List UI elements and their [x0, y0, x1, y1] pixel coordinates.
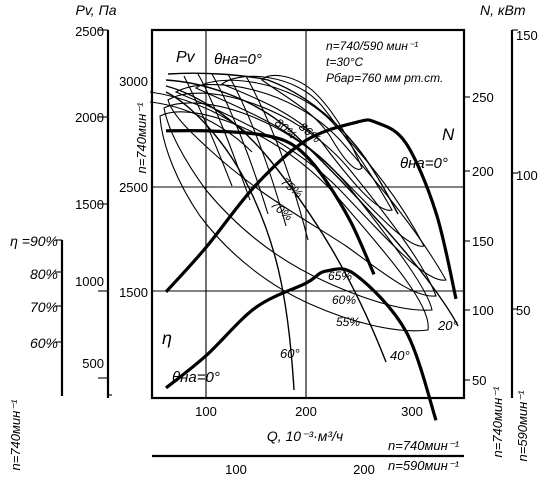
- flow-590-tick-label: 100: [225, 462, 247, 477]
- pressure-tick-label: 2500: [75, 24, 104, 39]
- power-tick-label: 100: [472, 303, 494, 318]
- eff-label-60: 60%: [332, 293, 356, 307]
- angle-curve-20: [165, 79, 459, 327]
- power-rpm-590-label: n=590мин⁻¹: [515, 390, 530, 462]
- eff-label-55: 55%: [336, 315, 360, 329]
- blade-angle-curves: [149, 72, 459, 391]
- angle-curve-60: [165, 91, 295, 391]
- angle-label-20: 20°: [437, 318, 458, 333]
- eff-contour-75: [194, 79, 425, 247]
- efficiency-tick-label: 70%: [30, 299, 58, 315]
- angle-label-60: 60°: [280, 346, 300, 361]
- flow-tick-label: 300: [401, 404, 423, 419]
- power-axis-label: N, кВт: [480, 2, 526, 18]
- power-tick-label: 150: [472, 234, 494, 249]
- theta-n-label: θна=0°: [400, 155, 448, 172]
- power-tick-label: 250: [472, 90, 494, 105]
- eff-contour-60: [163, 102, 433, 311]
- efficiency-axis-label: η =90%: [10, 233, 58, 249]
- eff-contour-70: [174, 83, 447, 281]
- angle-ray-6: [149, 91, 247, 133]
- pv-curve-label: Pv: [176, 49, 196, 66]
- eff-contour-80: [220, 75, 393, 211]
- angle-curve-40: [165, 85, 387, 363]
- pressure-rpm-label: n=740мин⁻¹: [8, 399, 23, 471]
- angle-ray-1: [183, 75, 233, 187]
- inner-pressure-tick: 2500: [119, 180, 148, 195]
- eff-label-70: 70%: [268, 198, 296, 224]
- power-axis-590: 150 100 50 n=590мин⁻¹: [510, 28, 538, 462]
- efficiency-axis: η =90% 80% 70% 60%: [10, 233, 64, 396]
- power-tick-label: 50: [472, 373, 486, 388]
- eta-curve-label: η: [162, 328, 172, 348]
- info-pressure: Pбар=760 мм рт.ст.: [326, 71, 443, 85]
- flow-tick-label: 200: [295, 404, 317, 419]
- flow-axis-label: Q, 10⁻³·м³/ч: [267, 428, 343, 444]
- eff-contour-86: [261, 74, 363, 170]
- power-590-tick-label: 50: [516, 303, 530, 318]
- theta-eta-label: θна=0°: [172, 369, 220, 386]
- plot-border: [150, 28, 466, 400]
- inner-pressure-tick: 1500: [119, 285, 148, 300]
- operating-conditions: n=740/590 мин⁻¹ t=30°C Pбар=760 мм рт.ст…: [326, 39, 443, 85]
- efficiency-curve: [165, 267, 438, 421]
- inner-pressure-axis: 3000 2500 1500 n=740мин⁻¹: [108, 74, 149, 396]
- info-temperature: t=30°C: [326, 55, 363, 69]
- flow-rpm-740-label: n=740мин⁻¹: [388, 438, 460, 453]
- power-590-tick-label: 150: [516, 28, 538, 43]
- power-rpm-740-label: n=740мин⁻¹: [490, 386, 505, 458]
- pressure-axis: 2500 2000 1500 1000 500 Pv, Па n=740мин⁻…: [8, 2, 117, 471]
- theta-top-label: θна=0°: [214, 51, 262, 68]
- main-curves: [164, 118, 458, 421]
- power-axis-740: 250 200 150 100 50 N, кВт n=740мин⁻¹: [464, 2, 526, 458]
- pressure-tick-label: 1500: [75, 197, 104, 212]
- pressure-tick-label: 2000: [75, 110, 104, 125]
- flow-590-tick-label: 200: [353, 462, 375, 477]
- eff-contour-65: [167, 92, 437, 297]
- pressure-axis-label: Pv, Па: [75, 2, 116, 18]
- inner-pressure-tick: 3000: [119, 74, 148, 89]
- power-590-tick-label: 100: [516, 168, 538, 183]
- angle-ray-7: [149, 101, 253, 153]
- eff-label-75: 75%: [278, 175, 306, 201]
- inner-rpm-label: n=740мин⁻¹: [134, 102, 149, 174]
- angle-ray-4: [227, 73, 287, 227]
- power-tick-label: 200: [472, 164, 494, 179]
- angle-curve-0: [167, 72, 399, 215]
- power-curve: [164, 118, 458, 300]
- efficiency-tick-label: 80%: [30, 266, 58, 282]
- efficiency-tick-label: 60%: [30, 335, 58, 351]
- angle-ray-5: [245, 75, 309, 241]
- angle-label-40: 40°: [390, 348, 410, 363]
- n-curve-label: N: [442, 125, 455, 144]
- info-rpm: n=740/590 мин⁻¹: [326, 39, 418, 53]
- eff-label-65: 65%: [328, 269, 352, 283]
- pressure-tick-label: 1000: [75, 274, 104, 289]
- flow-rpm-590-label: n=590мин⁻¹: [388, 458, 460, 473]
- pressure-tick-label: 500: [82, 356, 104, 371]
- angle-ray-3: [211, 73, 269, 215]
- flow-tick-label: 100: [195, 404, 217, 419]
- flow-axis: 100 200 300 Q, 10⁻³·м³/ч n=740мин⁻¹ 100 …: [152, 404, 464, 477]
